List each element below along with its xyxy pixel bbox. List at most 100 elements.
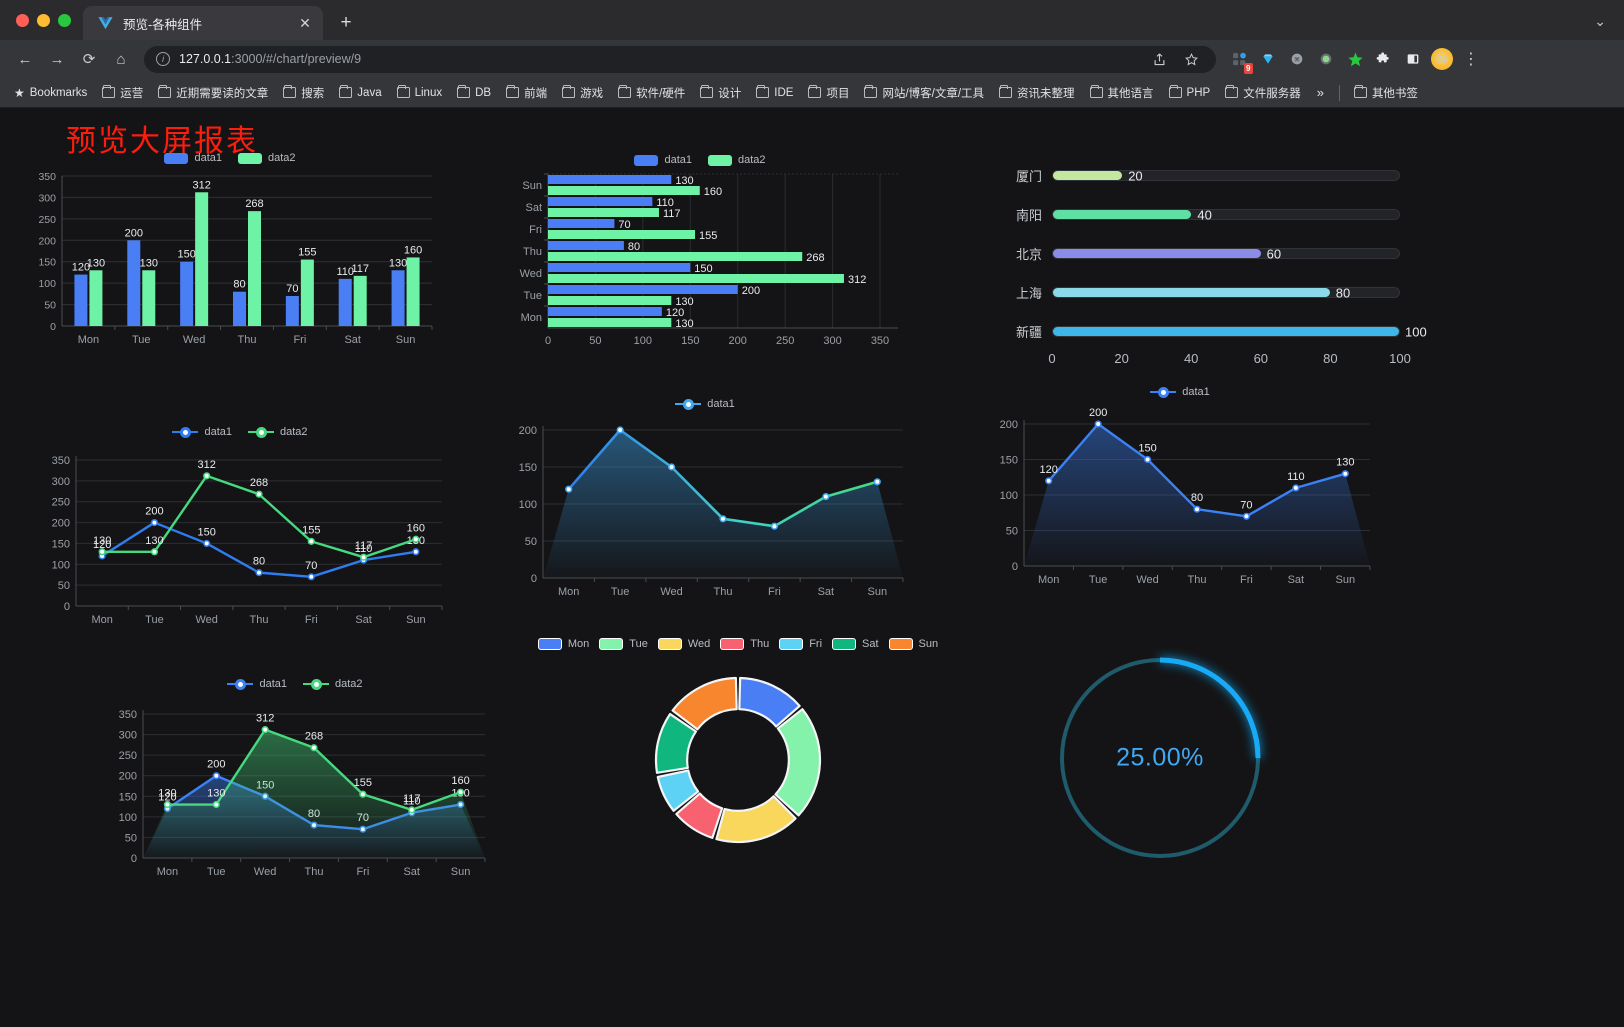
bar[interactable] — [548, 318, 672, 327]
data-point[interactable] — [310, 744, 318, 752]
share-icon[interactable] — [1146, 46, 1172, 72]
bookmark-folder-9[interactable]: 设计 — [694, 82, 747, 104]
bookmark-folder-0[interactable]: 运营 — [96, 82, 149, 104]
bookmark-folder-1[interactable]: 近期需要读的文章 — [152, 82, 274, 104]
data-point[interactable] — [212, 772, 220, 780]
bar[interactable] — [548, 230, 696, 239]
progress-track[interactable]: 40 — [1052, 207, 1400, 222]
bar[interactable] — [248, 211, 261, 326]
data-point[interactable] — [1045, 477, 1053, 485]
bookmarks-overflow-button[interactable]: » — [1316, 85, 1324, 100]
pie-slice-thu[interactable] — [675, 792, 724, 839]
data-point[interactable] — [719, 515, 727, 523]
bar[interactable] — [285, 296, 299, 326]
home-button[interactable]: ⌂ — [116, 50, 126, 68]
pie-slice-tue[interactable] — [774, 708, 822, 817]
legend-item-data2[interactable]: data2 — [248, 426, 308, 438]
data-point[interactable] — [408, 806, 416, 814]
bookmark-star-icon[interactable] — [1178, 46, 1204, 72]
close-tab-button[interactable]: ✕ — [299, 14, 311, 31]
bar[interactable] — [195, 192, 209, 326]
data-point[interactable] — [822, 492, 830, 501]
puzzle-extensions-icon[interactable] — [1371, 46, 1397, 72]
data-point[interactable] — [565, 485, 573, 493]
new-tab-button[interactable]: + — [340, 12, 352, 33]
bar[interactable] — [548, 197, 653, 206]
bookmark-folder-3[interactable]: Java — [333, 84, 387, 102]
data-point[interactable] — [307, 573, 315, 581]
minimize-window-button[interactable] — [37, 13, 50, 27]
diamond-extension-icon[interactable] — [1255, 46, 1281, 72]
legend-item-mon[interactable]: Mon — [537, 638, 589, 650]
pie-slice-fri[interactable] — [656, 769, 700, 812]
legend-item-sat[interactable]: Sat — [832, 638, 879, 650]
data-point[interactable] — [98, 548, 106, 556]
bookmark-folder-11[interactable]: 项目 — [802, 82, 855, 104]
bookmark-folder-16[interactable]: 文件服务器 — [1219, 82, 1307, 104]
bar[interactable] — [548, 263, 691, 272]
bar[interactable] — [548, 175, 672, 184]
gray-circle-extension-icon[interactable]: ⌘ — [1284, 46, 1310, 72]
bar[interactable] — [548, 285, 738, 294]
legend-item-fri[interactable]: Fri — [779, 638, 822, 650]
data-point[interactable] — [873, 478, 881, 486]
progress-track[interactable]: 60 — [1052, 246, 1400, 261]
bar[interactable] — [548, 274, 844, 283]
data-point[interactable] — [359, 790, 367, 798]
other-bookmarks-folder[interactable]: 其他书签 — [1348, 82, 1424, 104]
data-point[interactable] — [770, 522, 779, 530]
data-point[interactable] — [203, 539, 211, 548]
progress-track[interactable]: 20 — [1052, 168, 1400, 183]
bookmark-folder-7[interactable]: 游戏 — [556, 82, 609, 104]
browser-tab[interactable]: 预览-各种组件 ✕ — [83, 6, 323, 40]
site-info-icon[interactable]: i — [156, 52, 170, 66]
bookmark-folder-13[interactable]: 资讯未整理 — [993, 82, 1081, 104]
bar[interactable] — [353, 275, 367, 326]
data-point[interactable] — [616, 426, 624, 434]
legend-item-data1[interactable]: data1 — [164, 152, 222, 164]
maximize-window-button[interactable] — [58, 13, 71, 27]
bar[interactable] — [548, 219, 615, 228]
bookmark-folder-10[interactable]: IDE — [750, 84, 799, 102]
bookmark-folder-8[interactable]: 软件/硬件 — [612, 82, 691, 104]
data-point[interactable] — [261, 726, 269, 734]
address-bar[interactable]: i 127.0.0.1:3000/#/chart/preview/9 — [144, 45, 1216, 73]
data-point[interactable] — [1341, 470, 1349, 478]
legend-item-wed[interactable]: Wed — [657, 638, 710, 650]
legend-item-data1[interactable]: data1 — [1150, 386, 1210, 398]
side-panel-icon[interactable] — [1400, 46, 1426, 72]
bar[interactable] — [548, 186, 700, 195]
legend-item-data1[interactable]: data1 — [172, 426, 232, 438]
data-point[interactable] — [163, 800, 172, 809]
legend-item-thu[interactable]: Thu — [720, 638, 769, 650]
data-point[interactable] — [307, 537, 315, 545]
green-circle-extension-icon[interactable] — [1313, 46, 1339, 72]
bar[interactable] — [548, 252, 803, 261]
data-point[interactable] — [1292, 484, 1300, 492]
pie-slice-wed[interactable] — [715, 795, 797, 844]
legend-item-data1[interactable]: data1 — [227, 678, 287, 690]
bookmark-folder-14[interactable]: 其他语言 — [1084, 82, 1160, 104]
legend-item-data2[interactable]: data2 — [238, 152, 296, 164]
data-point[interactable] — [412, 548, 420, 556]
data-point[interactable] — [359, 553, 368, 561]
bar[interactable] — [127, 240, 141, 326]
bar[interactable] — [338, 278, 352, 326]
progress-track[interactable]: 80 — [1052, 285, 1400, 300]
pie-slice-mon[interactable] — [738, 676, 801, 728]
data-point[interactable] — [150, 548, 159, 556]
legend-item-sun[interactable]: Sun — [888, 638, 938, 650]
data-point[interactable] — [1094, 420, 1102, 428]
bar[interactable] — [391, 270, 405, 326]
reload-button[interactable]: ⟳ — [82, 51, 96, 68]
data-point[interactable] — [212, 800, 220, 809]
progress-track[interactable]: 100 — [1052, 324, 1427, 339]
legend-item-data1[interactable]: data1 — [634, 154, 692, 166]
pie-slice-sat[interactable] — [654, 712, 697, 774]
bookmark-folder-5[interactable]: DB — [451, 84, 497, 102]
data-point[interactable] — [150, 518, 159, 527]
bookmark-folder-12[interactable]: 网站/博客/文章/工具 — [858, 82, 990, 104]
data-point[interactable] — [667, 463, 676, 471]
bar[interactable] — [142, 270, 156, 326]
legend-item-data1[interactable]: data1 — [675, 398, 735, 410]
